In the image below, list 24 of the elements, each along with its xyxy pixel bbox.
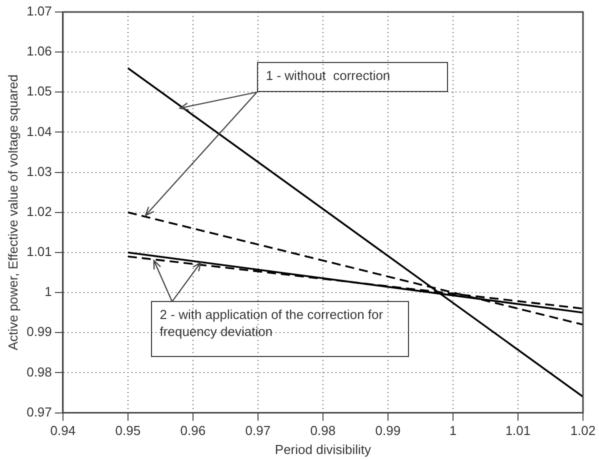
annotation: 1 - without correction — [256, 62, 448, 92]
x-tick-label: 0.99 — [375, 423, 401, 438]
y-tick-label: 1.02 — [26, 204, 52, 219]
annotation: 2 - with application of the correction for frequency deviation — [150, 300, 409, 357]
y-tick-label: 0.97 — [26, 404, 52, 420]
x-axis-title: Period divisibility — [274, 442, 372, 457]
y-tick-label: 1.04 — [26, 124, 52, 139]
x-tick-label: 0.97 — [245, 423, 271, 438]
y-axis-title: Active power, Effective value of voltage squared — [5, 74, 20, 350]
x-tick-label: 0.96 — [180, 423, 206, 438]
x-tick-label: 1.02 — [570, 423, 596, 438]
y-tick-label: 1.03 — [26, 164, 52, 179]
x-tick-label: 0.94 — [50, 423, 76, 438]
y-tick-label: 0.99 — [26, 324, 52, 340]
x-tick-label: 0.98 — [310, 423, 336, 438]
x-tick-label: 0.95 — [115, 423, 141, 438]
x-tick-label: 1 — [449, 423, 457, 438]
y-tick-label: 1 — [44, 284, 52, 300]
y-tick-label: 1.05 — [26, 84, 52, 99]
x-tick-label: 1.01 — [505, 423, 531, 438]
y-tick-label: 1.07 — [26, 4, 52, 19]
y-tick-label: 1.01 — [26, 244, 52, 260]
y-tick-label: 1.06 — [26, 44, 52, 59]
y-tick-label: 0.98 — [26, 364, 52, 380]
